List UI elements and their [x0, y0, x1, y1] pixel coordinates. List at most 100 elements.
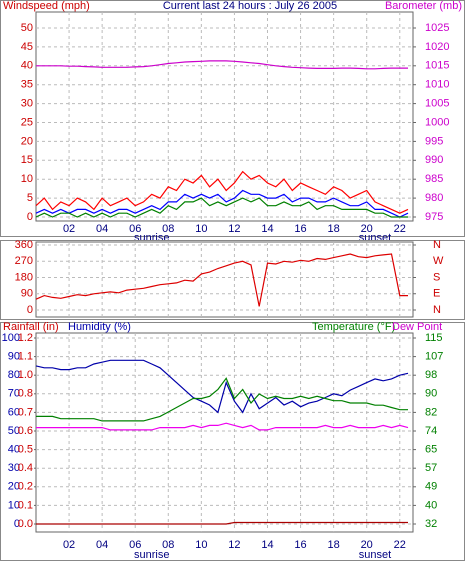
x-tick-label: 02 [63, 539, 75, 551]
y2-tick-label: W [433, 255, 444, 267]
y-tick-label: 30 [21, 98, 33, 110]
y2-tick-label: 1000 [425, 116, 449, 128]
x-tick-label: 04 [96, 223, 108, 235]
y-tick-label: 20 [21, 135, 33, 147]
y2-tick-label: 49 [425, 481, 437, 493]
rain-tick-label: 0.8 [18, 388, 33, 400]
x-tick-label: 02 [63, 223, 75, 235]
x-tick-label: 10 [195, 223, 207, 235]
y2-tick-label: 995 [425, 135, 443, 147]
y-tick-label: 90 [21, 288, 33, 300]
x-tick-label: 08 [162, 539, 174, 551]
y-tick-label: 180 [15, 271, 33, 283]
axis-label: Humidity (%) [68, 321, 131, 333]
annotation: sunrise [134, 549, 169, 561]
rain-tick-label: 1.1 [18, 351, 33, 363]
series-line [35, 253, 408, 307]
y2-tick-label: 1010 [425, 79, 449, 91]
rain-tick-label: 0.5 [18, 444, 33, 456]
y-tick-label: 0 [14, 518, 20, 530]
y2-tick-label: 985 [425, 173, 443, 185]
y-tick-label: 0 [27, 211, 33, 223]
series-line [36, 521, 408, 525]
series-line [36, 60, 408, 70]
y2-tick-label: N [433, 304, 441, 316]
series-line [35, 197, 408, 218]
x-tick-label: 20 [361, 539, 373, 551]
x-tick-label: 12 [228, 223, 240, 235]
series-line [35, 189, 409, 218]
rain-tick-label: 0.2 [18, 481, 33, 493]
x-tick-label: 06 [129, 539, 141, 551]
y2-axis-label: Barometer (mb) [385, 0, 462, 12]
series-line [36, 377, 408, 422]
rain-tick-label: 0.0 [18, 518, 33, 530]
y-tick-label: 25 [21, 116, 33, 128]
rain-tick-label: 0.1 [18, 499, 33, 511]
y2-tick-label: 1005 [425, 98, 449, 110]
y-tick-label: 20 [8, 481, 20, 493]
series-line [36, 422, 409, 431]
y2-tick-label: 115 [425, 332, 443, 344]
y2-tick-label: 40 [425, 499, 437, 511]
axis-label: Rainfall (in) [3, 321, 59, 333]
y2-tick-label: 74 [425, 425, 437, 437]
y2-tick-label: 1015 [425, 60, 449, 72]
rain-tick-label: 1.0 [18, 369, 33, 381]
x-tick-label: 16 [294, 539, 306, 551]
y-tick-label: 35 [21, 79, 33, 91]
y-tick-label: 5 [27, 192, 33, 204]
y2-tick-label: E [433, 288, 440, 300]
x-tick-label: 08 [162, 223, 174, 235]
y-tick-label: 10 [8, 499, 20, 511]
y2-tick-label: 98 [425, 369, 437, 381]
y-tick-label: 270 [15, 255, 33, 267]
chart-title: Current last 24 hours : July 26 2005 [163, 0, 337, 12]
y-tick-label: 60 [8, 406, 20, 418]
rain-tick-label: 1.2 [18, 332, 33, 344]
axis-label: Temperature (°F) [312, 321, 395, 333]
y2-tick-label: 990 [425, 154, 443, 166]
y-axis-label: Windspeed (mph) [3, 0, 90, 12]
y-tick-label: 15 [21, 154, 33, 166]
y2-tick-label: 82 [425, 406, 437, 418]
y2-tick-label: 57 [425, 462, 437, 474]
x-tick-label: 20 [361, 223, 373, 235]
y-tick-label: 40 [8, 444, 20, 456]
y-tick-label: 10 [21, 173, 33, 185]
axis-label: Dew Point [392, 321, 442, 333]
y-tick-label: 30 [8, 462, 20, 474]
rain-tick-label: 0.7 [18, 406, 33, 418]
plot-frame [35, 241, 414, 318]
series-line [35, 359, 409, 414]
y-tick-label: 50 [8, 425, 20, 437]
y2-tick-label: 980 [425, 192, 443, 204]
y-tick-label: 70 [8, 388, 20, 400]
rain-tick-label: 0.6 [18, 425, 33, 437]
annotation: sunset [359, 549, 391, 561]
y2-tick-label: 1025 [425, 22, 449, 34]
x-tick-label: 22 [394, 223, 406, 235]
y-tick-label: 50 [21, 22, 33, 34]
x-tick-label: 04 [96, 539, 108, 551]
y-tick-label: 100 [2, 332, 20, 344]
x-tick-label: 10 [195, 539, 207, 551]
y-tick-label: 0 [27, 304, 33, 316]
y-tick-label: 45 [21, 41, 33, 53]
y2-tick-label: 107 [425, 351, 443, 363]
x-tick-label: 14 [261, 539, 273, 551]
y2-tick-label: 65 [425, 444, 437, 456]
plot-frame [35, 11, 414, 222]
y2-tick-label: 32 [425, 518, 437, 530]
y-tick-label: 80 [8, 369, 20, 381]
x-tick-label: 12 [228, 539, 240, 551]
x-tick-label: 18 [328, 223, 340, 235]
y2-tick-label: 90 [425, 388, 437, 400]
x-tick-label: 18 [328, 539, 340, 551]
x-tick-label: 06 [129, 223, 141, 235]
plot-frame [35, 332, 414, 533]
y2-tick-label: S [433, 271, 440, 283]
x-tick-label: 14 [261, 223, 273, 235]
x-tick-label: 22 [394, 539, 406, 551]
